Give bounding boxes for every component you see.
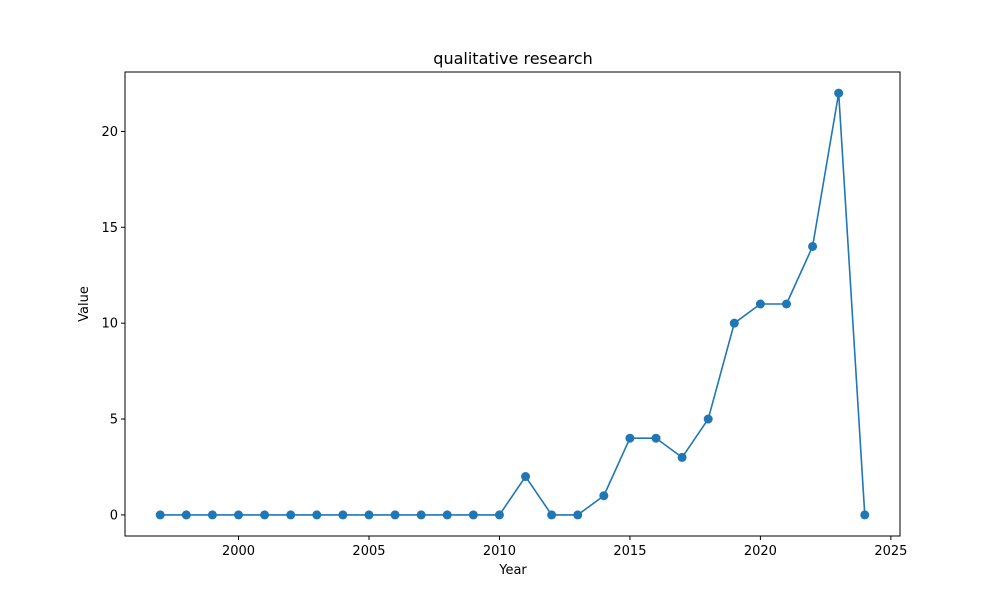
y-axis: 0 5 10 15 20 — [101, 125, 125, 523]
data-point — [364, 510, 374, 520]
data-point — [729, 318, 739, 328]
data-point — [808, 241, 818, 251]
plot-frame — [124, 71, 901, 537]
y-tick-label: 15 — [101, 221, 118, 236]
x-tick-label: 2025 — [874, 544, 907, 559]
data-point — [286, 510, 296, 520]
data-point — [260, 510, 270, 520]
data-point — [755, 299, 765, 309]
x-axis-label: Year — [498, 563, 527, 578]
data-point — [312, 510, 322, 520]
data-point — [521, 472, 531, 482]
data-point — [625, 433, 635, 443]
data-point — [338, 510, 348, 520]
x-tick-label: 2020 — [744, 544, 777, 559]
data-point — [155, 510, 165, 520]
data-point — [468, 510, 478, 520]
data-point — [834, 88, 844, 98]
data-point — [416, 510, 426, 520]
data-point — [442, 510, 452, 520]
x-axis: 2000 2005 2010 2015 2020 2025 — [222, 536, 907, 559]
series-line — [160, 92, 866, 516]
data-point — [207, 510, 217, 520]
y-tick-label: 5 — [110, 413, 118, 428]
data-point — [494, 510, 504, 520]
data-point — [677, 452, 687, 462]
data-point — [651, 433, 661, 443]
data-point — [781, 299, 791, 309]
x-tick-label: 2015 — [613, 544, 646, 559]
data-point — [390, 510, 400, 520]
y-tick-label: 10 — [101, 317, 118, 332]
data-point — [547, 510, 557, 520]
data-point — [573, 510, 583, 520]
x-tick-label: 2000 — [222, 544, 255, 559]
series-layer — [155, 88, 870, 520]
data-point — [181, 510, 191, 520]
data-point — [599, 491, 609, 501]
y-tick-label: 20 — [101, 125, 118, 140]
x-tick-label: 2005 — [352, 544, 385, 559]
x-tick-label: 2010 — [483, 544, 516, 559]
y-axis-label: Value — [77, 286, 92, 322]
data-point — [234, 510, 244, 520]
y-tick-label: 0 — [110, 508, 118, 523]
data-point — [703, 414, 713, 424]
chart-title: qualitative research — [433, 49, 592, 68]
data-point — [860, 510, 870, 520]
